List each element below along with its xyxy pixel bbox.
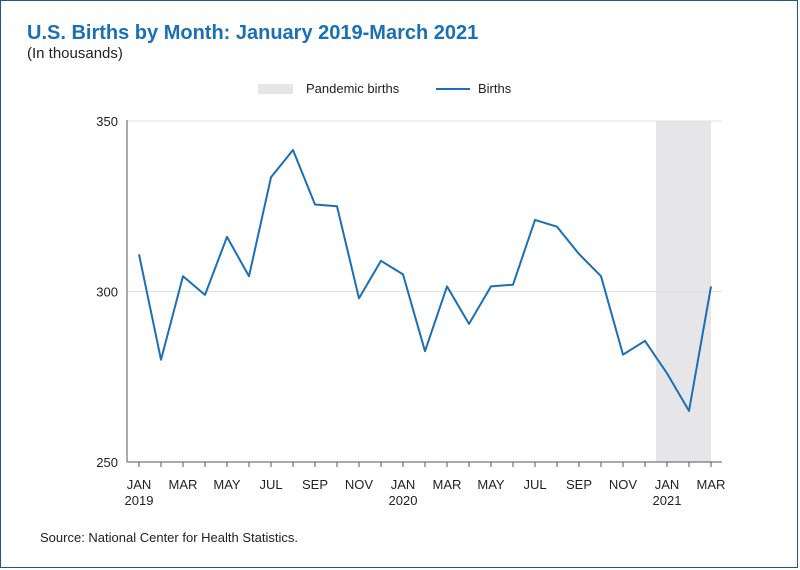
chart-title: U.S. Births by Month: January 2019-March…: [27, 22, 479, 44]
x-tick-year-label: 2019: [125, 493, 154, 508]
x-tick-year-label: 2020: [389, 493, 418, 508]
x-tick-label: MAR: [697, 477, 726, 492]
x-tick-year-label: 2021: [653, 493, 682, 508]
legend-label-births: Births: [478, 81, 512, 96]
x-tick-label: JUL: [259, 477, 282, 492]
x-tick-label: SEP: [566, 477, 592, 492]
x-tick-label: MAR: [169, 477, 198, 492]
x-tick-label: MAR: [433, 477, 462, 492]
x-tick-label: JUL: [523, 477, 546, 492]
x-tick-label: JAN: [391, 477, 416, 492]
x-tick-label: SEP: [302, 477, 328, 492]
x-tick-label: NOV: [609, 477, 638, 492]
y-tick-label-250: 250: [96, 455, 118, 470]
legend-swatch-pandemic: [258, 84, 293, 94]
chart-subtitle: (In thousands): [27, 45, 123, 62]
x-tick-label: JAN: [127, 477, 152, 492]
series-line-births: [138, 149, 712, 412]
legend: Pandemic births Births: [258, 81, 512, 96]
y-tick-label-300: 300: [96, 285, 118, 300]
legend-label-pandemic: Pandemic births: [306, 81, 400, 96]
x-tick-label: MAY: [213, 477, 241, 492]
x-tick-label: NOV: [345, 477, 374, 492]
x-tick-label: JAN: [655, 477, 680, 492]
source-note: Source: National Center for Health Stati…: [40, 530, 298, 545]
y-tick-label-350: 350: [96, 114, 118, 129]
x-tick-label: MAY: [477, 477, 505, 492]
